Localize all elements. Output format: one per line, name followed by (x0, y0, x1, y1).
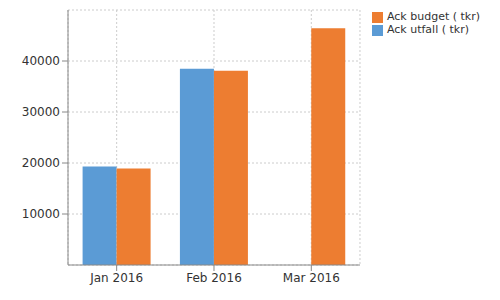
svg-text:20000: 20000 (22, 156, 60, 170)
svg-text:Feb 2016: Feb 2016 (186, 271, 242, 285)
svg-text:Jan 2016: Jan 2016 (89, 271, 143, 285)
svg-text:30000: 30000 (22, 105, 60, 119)
svg-text:Mar 2016: Mar 2016 (283, 271, 340, 285)
html-text:Ack utfall ( tkr): Ack utfall ( tkr) (387, 23, 469, 36)
svg-text:10000: 10000 (22, 207, 60, 221)
html-text:Ack budget ( tkr): Ack budget ( tkr) (387, 10, 480, 23)
svg-text:40000: 40000 (22, 54, 60, 68)
